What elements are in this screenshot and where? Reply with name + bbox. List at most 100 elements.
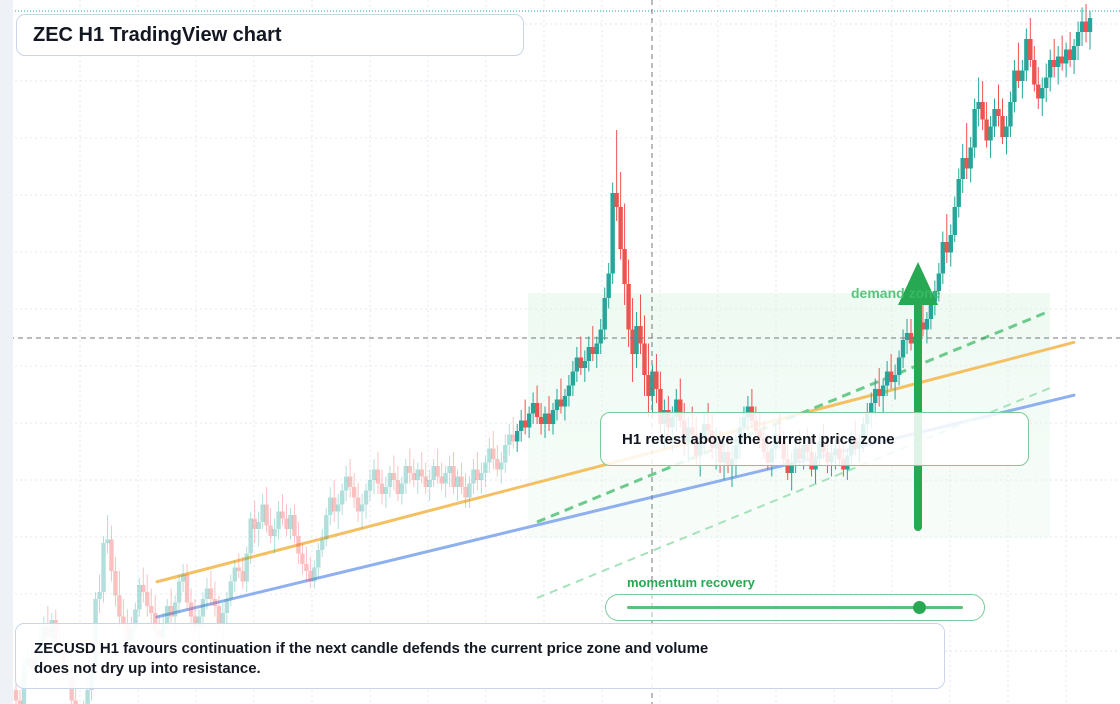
- candle-body: [1040, 88, 1045, 99]
- candle: [471, 459, 476, 494]
- candle: [204, 578, 210, 610]
- candle: [332, 480, 337, 522]
- candle-body: [980, 102, 985, 120]
- candle-body: [355, 497, 361, 512]
- candle-body: [316, 550, 321, 568]
- candle: [1036, 67, 1041, 109]
- candle-body: [109, 539, 114, 571]
- candle: [932, 280, 938, 316]
- candle-body: [1004, 126, 1009, 137]
- candle-body: [598, 329, 603, 344]
- candle: [264, 487, 269, 533]
- left-scale-edge: [0, 0, 13, 704]
- candle-body: [499, 462, 504, 470]
- analysis-caption-text: ZECUSD H1 favours continuation if the ne…: [34, 640, 709, 677]
- candle: [924, 312, 930, 344]
- momentum-slider-track[interactable]: [627, 606, 963, 609]
- candle-body: [1016, 70, 1021, 81]
- candle-body: [594, 343, 599, 354]
- candle-body: [936, 273, 942, 291]
- candle: [582, 350, 588, 382]
- candle-body: [268, 525, 273, 536]
- candle-body: [455, 476, 460, 487]
- candle-body: [391, 473, 397, 480]
- candle: [1063, 42, 1069, 78]
- candle: [467, 476, 472, 508]
- candle-body: [137, 585, 142, 610]
- candle-body: [518, 420, 524, 431]
- candle-body: [1028, 39, 1033, 60]
- candle-body: [1075, 32, 1081, 46]
- candle-body: [284, 518, 289, 529]
- candle: [558, 378, 564, 414]
- candle: [320, 529, 325, 557]
- candle-body: [395, 480, 401, 494]
- candle-body: [944, 242, 949, 253]
- candle-body: [1052, 60, 1057, 67]
- candle: [395, 466, 401, 501]
- candle-body: [562, 396, 568, 407]
- candle-body: [976, 102, 981, 109]
- candle-body: [359, 504, 365, 512]
- candle: [375, 452, 381, 494]
- candle: [383, 476, 389, 508]
- candle: [566, 375, 572, 407]
- candle-body: [1024, 39, 1029, 71]
- candle: [248, 511, 253, 564]
- candle: [272, 518, 277, 554]
- candle-body: [515, 431, 520, 442]
- demand-zone-label: demand zone: [851, 285, 941, 301]
- candle: [578, 336, 584, 375]
- candle-body: [678, 399, 683, 421]
- candle-body: [415, 469, 420, 480]
- candle-body: [419, 469, 424, 477]
- candle: [876, 368, 882, 407]
- candle-body: [538, 417, 544, 424]
- candle-body: [276, 511, 281, 529]
- candle: [324, 508, 329, 547]
- candle-body: [236, 567, 241, 571]
- candle-body: [614, 193, 619, 207]
- candle-body: [586, 347, 591, 361]
- candle-body: [371, 469, 377, 480]
- candle-body: [320, 539, 325, 550]
- momentum-slider[interactable]: [605, 594, 985, 621]
- candle-body: [566, 385, 572, 396]
- candle-body: [503, 445, 508, 463]
- candle-body: [451, 466, 456, 487]
- candle: [483, 455, 488, 487]
- candle-body: [324, 515, 329, 540]
- candle-body: [288, 515, 293, 529]
- momentum-slider-knob[interactable]: [913, 601, 927, 614]
- candle: [256, 511, 261, 547]
- candle-body: [789, 462, 794, 473]
- retest-callout-text: H1 retest above the current price zone: [622, 430, 895, 448]
- candle-body: [363, 490, 369, 505]
- candle-body: [308, 571, 313, 582]
- candle-body: [427, 480, 432, 487]
- candle: [180, 564, 186, 592]
- candle: [451, 452, 456, 494]
- candle: [1048, 49, 1053, 92]
- candle: [952, 196, 957, 242]
- candle-body: [618, 207, 623, 249]
- candle-body: [1044, 77, 1049, 88]
- candle: [168, 588, 174, 624]
- candle: [940, 231, 946, 284]
- candle: [459, 462, 464, 494]
- candle: [300, 543, 305, 575]
- candle: [904, 319, 910, 354]
- candle: [618, 172, 623, 260]
- candle: [308, 557, 313, 589]
- candle: [83, 700, 85, 704]
- candle: [1087, 11, 1093, 50]
- candle-body: [244, 553, 249, 582]
- candle: [1075, 21, 1081, 60]
- candle: [312, 560, 317, 589]
- candle-body: [347, 476, 353, 487]
- candle: [880, 378, 886, 414]
- candle: [1083, 4, 1089, 43]
- candle: [399, 476, 405, 505]
- candle: [622, 203, 627, 305]
